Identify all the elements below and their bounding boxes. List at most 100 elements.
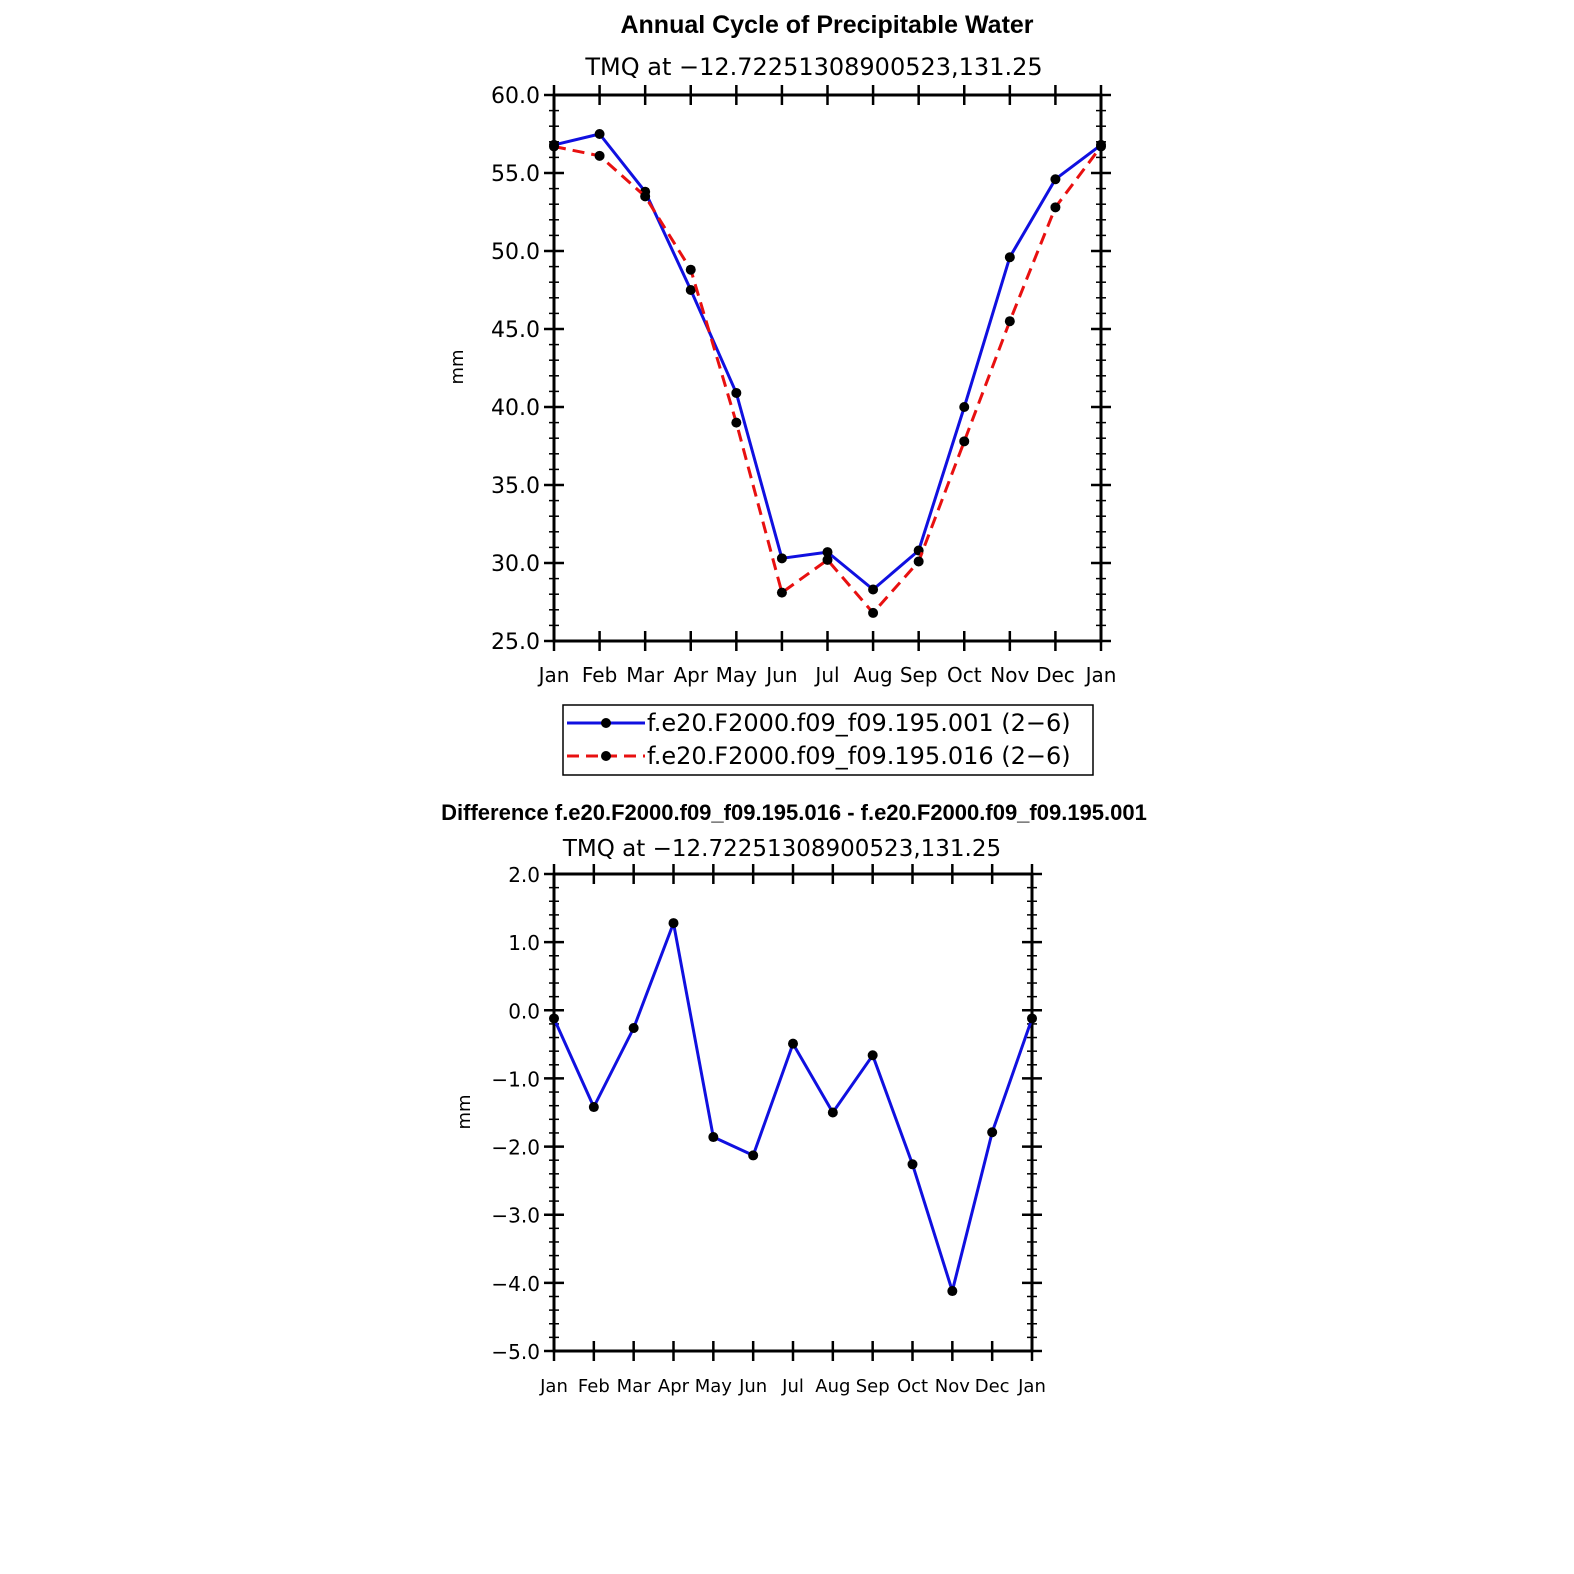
y-tick-label: 30.0 xyxy=(491,552,540,577)
series-2-point xyxy=(549,141,559,152)
y-tick-label: 25.0 xyxy=(491,630,540,655)
y-tick-label: −2.0 xyxy=(491,1136,540,1160)
series-1-point xyxy=(685,285,696,295)
difference-panel: Difference f.e20.F2000.f09_f09.195.016 -… xyxy=(441,800,1147,1397)
series-2-point xyxy=(1050,202,1061,213)
top-axis-ticks xyxy=(544,85,1111,651)
x-tick-label: Jan xyxy=(537,663,570,687)
top-y-tick-labels: 25.0 30.0 35.0 40.0 45.0 50.0 55.0 60.0 xyxy=(491,84,540,655)
series-1-point xyxy=(1027,1013,1037,1024)
x-tick-label: Dec xyxy=(1036,663,1075,687)
series-1-point xyxy=(748,1150,759,1161)
x-tick-label: May xyxy=(695,1376,733,1397)
legend-marker-series-1 xyxy=(601,718,611,728)
x-tick-label: Nov xyxy=(935,1376,970,1397)
y-tick-label: 35.0 xyxy=(491,474,540,499)
top-chart-subtitle: TMQ at −12.72251308900523,131.25 xyxy=(584,53,1042,81)
series-1-point xyxy=(594,129,605,139)
x-tick-label: Jan xyxy=(1017,1376,1046,1397)
series-1-point xyxy=(867,1050,878,1061)
x-tick-label: Mar xyxy=(626,663,665,687)
bottom-plot-frame xyxy=(552,872,1034,1353)
bottom-y-tick-labels: −5.0 −4.0 −3.0 −2.0 −1.0 0.0 1.0 2.0 xyxy=(491,863,540,1364)
x-tick-label: Feb xyxy=(578,1376,610,1397)
bottom-chart-y-axis-label: mm xyxy=(454,1094,475,1129)
top-chart-y-axis-label: mm xyxy=(447,349,468,384)
top-x-tick-labels: Jan Feb Mar Apr May Jun Jul Aug Sep Oct Nov Dec Jan xyxy=(537,663,1117,687)
x-tick-label: Sep xyxy=(856,1376,890,1397)
y-tick-label: 55.0 xyxy=(491,162,540,187)
series-1-point xyxy=(549,1013,559,1024)
series-1-point xyxy=(959,402,970,412)
series-2-point xyxy=(685,264,696,275)
y-tick-label: 0.0 xyxy=(508,999,540,1023)
top-legend: f.e20.F2000.f09_f09.195.001 (2−6) f.e20.… xyxy=(562,704,1094,776)
series-2-point xyxy=(868,607,879,618)
annual-cycle-panel: Annual Cycle of Precipitable Water TMQ a… xyxy=(447,11,1117,776)
x-tick-label: Oct xyxy=(947,663,982,687)
x-tick-label: Dec xyxy=(975,1376,1010,1397)
series-2-point xyxy=(959,436,970,447)
series-1-point xyxy=(628,1023,639,1034)
series-2-point xyxy=(1096,141,1106,152)
series-2-point xyxy=(822,554,833,565)
x-tick-label: Apr xyxy=(673,663,708,687)
y-tick-label: −5.0 xyxy=(491,1340,540,1364)
series-1-point xyxy=(731,387,742,398)
series-1-point xyxy=(907,1159,918,1170)
series-1-point xyxy=(827,1107,838,1118)
y-tick-label: −3.0 xyxy=(491,1204,540,1228)
x-tick-label: Oct xyxy=(897,1376,928,1397)
top-chart-title: Annual Cycle of Precipitable Water xyxy=(620,11,1033,39)
x-tick-label: Feb xyxy=(582,663,617,687)
legend-label-series-1: f.e20.F2000.f09_f09.195.001 (2−6) xyxy=(647,709,1071,737)
y-tick-label: 60.0 xyxy=(491,84,540,109)
series-1-point xyxy=(822,547,833,558)
series-line-2 xyxy=(553,145,1103,615)
y-tick-label: −4.0 xyxy=(491,1272,540,1296)
series-2-point xyxy=(776,587,787,598)
y-tick-label: −1.0 xyxy=(491,1067,540,1091)
series-1-point xyxy=(947,1286,958,1297)
series-1-point xyxy=(1050,174,1061,185)
series-2-point xyxy=(731,417,742,428)
x-tick-label: Jul xyxy=(781,1376,804,1397)
series-1-point xyxy=(1004,252,1015,263)
top-series-lines xyxy=(549,129,1106,618)
x-tick-label: May xyxy=(716,663,758,687)
series-1-point xyxy=(708,1132,719,1143)
x-tick-label: Nov xyxy=(990,663,1029,687)
x-tick-label: Jan xyxy=(539,1376,568,1397)
bottom-chart-subtitle: TMQ at −12.72251308900523,131.25 xyxy=(562,836,1001,862)
series-1-point xyxy=(788,1038,798,1049)
y-tick-label: 2.0 xyxy=(508,863,540,887)
y-tick-label: 40.0 xyxy=(491,396,540,421)
series-1-point xyxy=(868,584,879,595)
y-tick-label: 1.0 xyxy=(508,931,540,955)
series-1-point xyxy=(987,1127,998,1138)
x-tick-label: Aug xyxy=(815,1376,850,1397)
series-line-1 xyxy=(552,921,1034,1293)
bottom-axis-ticks xyxy=(544,864,1042,1361)
y-tick-label: 45.0 xyxy=(491,318,540,343)
legend-marker-series-2 xyxy=(601,751,611,761)
x-tick-label: Jan xyxy=(1084,663,1117,687)
series-2-point xyxy=(913,556,924,567)
x-tick-label: Sep xyxy=(900,663,938,687)
series-2-point xyxy=(1004,316,1015,327)
legend-label-series-2: f.e20.F2000.f09_f09.195.016 (2−6) xyxy=(647,742,1071,770)
x-tick-label: Jun xyxy=(764,663,797,687)
series-1-point xyxy=(668,918,679,929)
series-2-point xyxy=(640,191,651,202)
series-1-point xyxy=(776,553,787,564)
bottom-chart-title: Difference f.e20.F2000.f09_f09.195.016 -… xyxy=(441,800,1147,825)
x-tick-label: Apr xyxy=(658,1376,690,1397)
y-tick-label: 50.0 xyxy=(491,240,540,265)
x-tick-label: Mar xyxy=(617,1376,652,1397)
series-1-point xyxy=(588,1102,599,1113)
bottom-series-lines xyxy=(549,918,1037,1297)
x-tick-label: Jun xyxy=(738,1376,767,1397)
series-line-1 xyxy=(553,132,1102,591)
series-2-point xyxy=(594,150,605,161)
x-tick-label: Aug xyxy=(854,663,893,687)
